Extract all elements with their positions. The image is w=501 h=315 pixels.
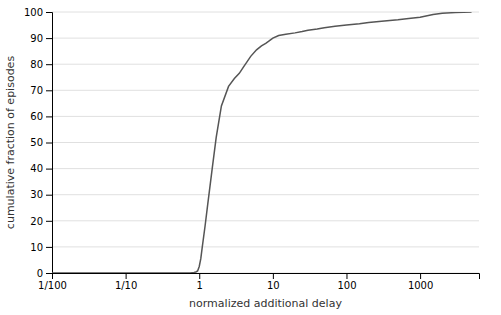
- tick: 40: [30, 163, 52, 174]
- tick: 90: [30, 33, 52, 44]
- grid-line: [52, 38, 479, 39]
- tick-label: 100: [337, 280, 356, 291]
- tick-mark: [273, 273, 274, 279]
- line: [52, 12, 472, 273]
- tick-mark: [46, 64, 52, 65]
- grid-line: [52, 142, 479, 143]
- tick-label: 10: [267, 280, 280, 291]
- axis-line: [53, 274, 480, 280]
- grid: [52, 12, 479, 273]
- axis-line: [46, 13, 53, 274]
- tick-mark: [46, 12, 52, 13]
- tick-label: 30: [30, 189, 43, 200]
- tick: 100: [337, 273, 356, 291]
- tick-mark: [46, 221, 52, 222]
- tick-label: 10: [30, 242, 43, 253]
- grid-line: [52, 168, 479, 169]
- grid-line: [52, 90, 479, 91]
- tick: 1/10: [115, 273, 137, 291]
- tick-label: 70: [30, 85, 43, 96]
- chart: 1/100 1/10 1 10 100 1000 0 10 20 30 40 50 60 70 80 90 10…: [0, 0, 501, 315]
- tick-mark: [46, 169, 52, 170]
- tick: 100: [24, 7, 52, 18]
- tick-mark: [126, 273, 127, 279]
- tick-mark: [46, 247, 52, 248]
- tick: 0: [37, 268, 52, 279]
- tick: 10: [267, 273, 280, 291]
- tick-label: 0: [37, 268, 43, 279]
- tick: 60: [30, 111, 52, 122]
- tick-label: 1/100: [38, 280, 67, 291]
- tick-label: 50: [30, 137, 43, 148]
- tick-mark: [346, 273, 347, 279]
- tick: 80: [30, 59, 52, 70]
- tick-mark: [420, 273, 421, 279]
- grid-line: [52, 194, 479, 195]
- tick-label: 1/10: [115, 280, 137, 291]
- tick-mark: [46, 143, 52, 144]
- tick-label: 40: [30, 163, 43, 174]
- tick-label: 1: [197, 280, 203, 291]
- tick: 70: [30, 85, 52, 96]
- grid-line: [52, 246, 479, 247]
- x-axis-title: normalized additional delay: [189, 297, 342, 310]
- tick: 10: [30, 242, 52, 253]
- tick-mark: [46, 90, 52, 91]
- grid-line: [52, 220, 479, 221]
- tick-mark: [46, 195, 52, 196]
- tick-label: 20: [30, 216, 43, 227]
- y-axis: 0 10 20 30 40 50 60 70 80 90 100: [24, 7, 53, 279]
- tick: 20: [30, 216, 52, 227]
- tick-mark: [46, 116, 52, 117]
- grid-line: [52, 64, 479, 65]
- tick-mark: [46, 38, 52, 39]
- x-axis: 1/100 1/10 1 10 100 1000: [38, 273, 479, 291]
- plot: 1/100 1/10 1 10 100 1000 0 10 20 30 40 50 60 70 80 90 10…: [4, 7, 480, 310]
- tick-mark: [199, 273, 200, 279]
- tick-label: 80: [30, 59, 43, 70]
- tick: 1000: [408, 273, 433, 291]
- tick-mark: [46, 273, 52, 274]
- grid-line: [52, 116, 479, 117]
- y-axis-title: cumulative fraction of episodes: [4, 56, 17, 230]
- tick: 50: [30, 137, 52, 148]
- tick-label: 90: [30, 33, 43, 44]
- grid-line: [52, 12, 479, 13]
- tick-label: 100: [24, 7, 43, 18]
- tick: 30: [30, 189, 52, 200]
- tick: 1: [197, 273, 203, 291]
- tick-label: 60: [30, 111, 43, 122]
- marks: [52, 12, 472, 273]
- tick-label: 1000: [408, 280, 433, 291]
